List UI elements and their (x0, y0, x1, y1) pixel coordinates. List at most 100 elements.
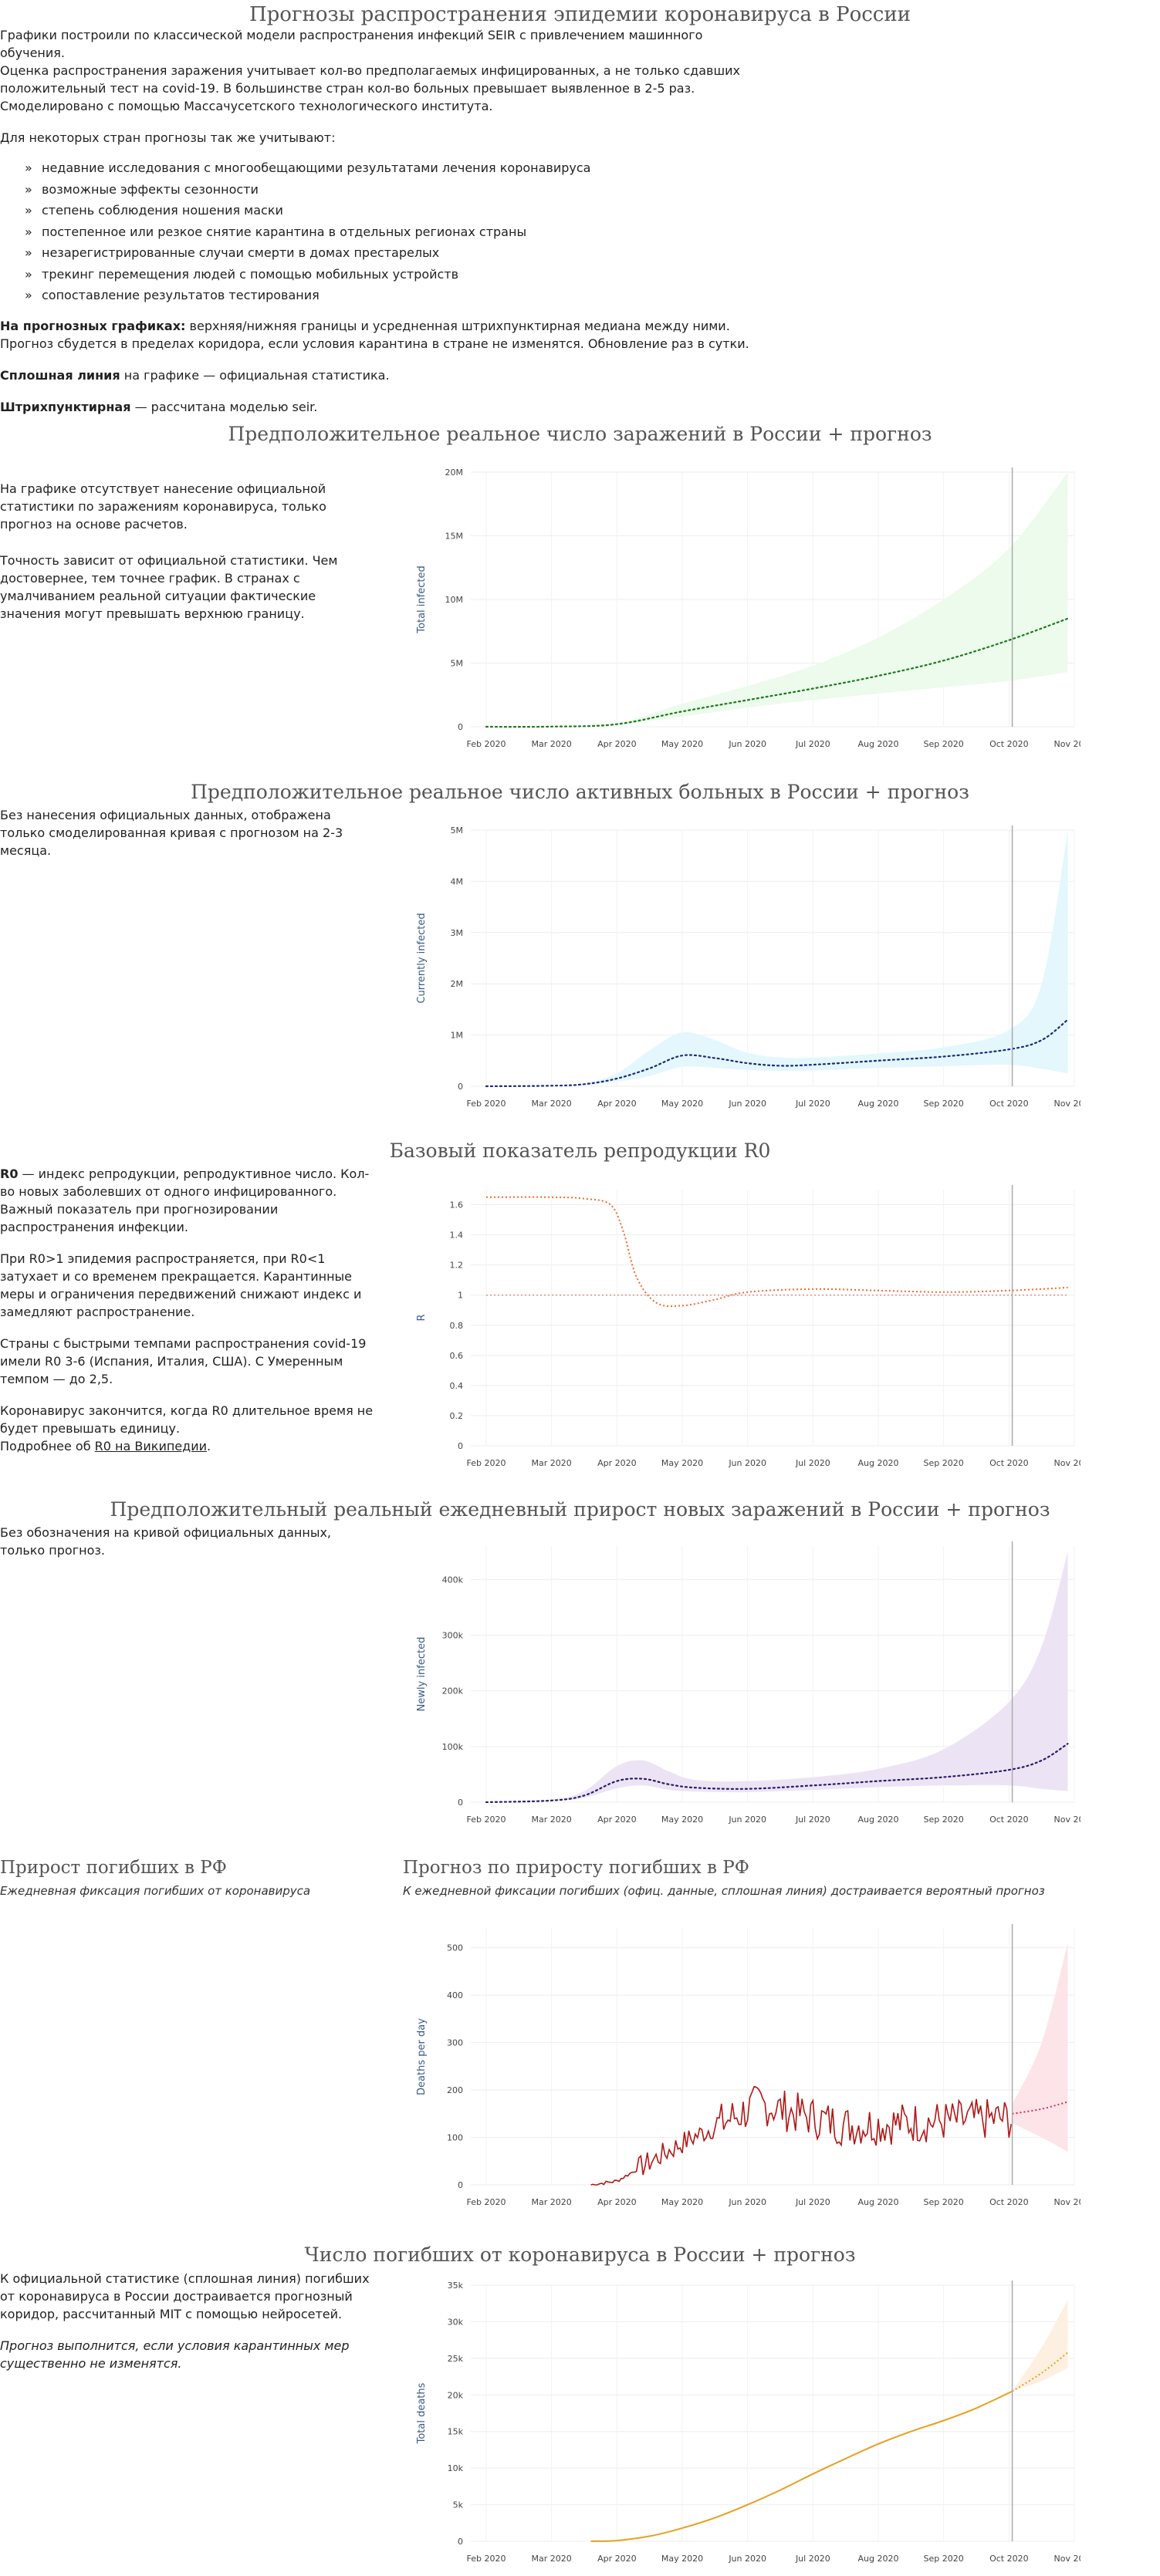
x-tick-label: Sep 2020 (924, 1815, 964, 1825)
section-title-total-deaths: Число погибших от коронавируса в России … (304, 2243, 856, 2266)
y-tick-label: 0 (458, 722, 463, 732)
intro-p1: Графики построили по классической модели… (0, 28, 703, 60)
x-tick-label: Feb 2020 (467, 1458, 506, 1468)
x-tick-label: Jul 2020 (795, 2197, 830, 2207)
x-tick-label: Apr 2020 (597, 2554, 637, 2564)
x-tick-label: Mar 2020 (532, 1458, 572, 1468)
infected-text-2: Точность зависит от официальной статисти… (0, 553, 338, 621)
x-tick-label: Nov 2020 (1054, 1815, 1081, 1825)
x-tick-label: Jun 2020 (728, 2197, 766, 2207)
r0-text-3: Страны с быстрыми темпами распространени… (0, 1336, 367, 1386)
y-tick-label: 5M (451, 825, 464, 836)
x-tick-label: Apr 2020 (597, 2197, 637, 2207)
x-tick-label: Mar 2020 (532, 1815, 572, 1825)
x-tick-label: May 2020 (661, 1458, 703, 1468)
x-tick-label: Feb 2020 (467, 739, 506, 749)
forecast-band (486, 1551, 1068, 1802)
y-axis-label: Total deaths (416, 2382, 428, 2444)
factor-item: недавние исследования с многообещающими … (25, 157, 764, 179)
r0-text-1: R0 — индекс репродукции, репродуктивное … (0, 1165, 378, 1236)
y-tick-label: 100 (447, 2133, 463, 2143)
total-deaths-text-2: Прогноз выполнится, если условия каранти… (0, 2338, 350, 2371)
y-tick-label: 20k (448, 2390, 464, 2400)
section-text-r0: R0 — индекс репродукции, репродуктивное … (0, 1165, 378, 1474)
chart-total-deaths[interactable]: 0 5k 10k 15k 20k 25k 30k 35k Feb 2020 Mar 2020 Apr… (409, 2274, 1081, 2569)
y-tick-label: 4M (451, 876, 464, 886)
y-tick-label: 10k (448, 2463, 464, 2473)
y-tick-label: 35k (448, 2281, 464, 2291)
y-tick-label: 100k (442, 1742, 464, 1752)
chart-newly-infected[interactable]: 0 100k 200k 300k 400k Feb 2020 Mar 2020 Apr 202… (409, 1535, 1081, 1830)
intro-p2: Оценка распространения заражения учитыва… (0, 63, 740, 113)
y-tick-label: 2M (451, 979, 464, 989)
y-tick-label: 200k (442, 1686, 464, 1697)
y-tick-label: 300 (447, 2038, 463, 2048)
x-tick-label: Aug 2020 (858, 1815, 899, 1825)
forecast-band (486, 472, 1068, 728)
factor-item: сопоставление результатов тестирования (25, 285, 764, 306)
x-tick-label: Jul 2020 (795, 1815, 830, 1825)
x-tick-label: Sep 2020 (924, 1099, 964, 1109)
y-tick-label: 0 (458, 1798, 463, 1808)
y-tick-label: 0.2 (450, 1411, 464, 1421)
y-tick-label: 500 (447, 1943, 463, 1953)
official-deaths-line (590, 2390, 1013, 2542)
y-tick-label: 0.8 (450, 1321, 464, 1331)
y-tick-label: 1.4 (450, 1231, 464, 1241)
intro-text-3: Для некоторых стран прогнозы так же учит… (0, 130, 336, 145)
x-tick-label: Feb 2020 (467, 1815, 506, 1825)
x-tick-label: May 2020 (661, 739, 703, 749)
chart-deaths-per-day[interactable]: 0 100 200 300 400 500 Feb 2020 Mar 2020 Apr 2020… (409, 1918, 1081, 2213)
section-text-active: Без нанесения официальных данных, отобра… (0, 806, 378, 878)
chart-r0[interactable]: 0 0.2 0.4 0.6 0.8 1 1.2 1.4 1.6 Feb 2020 Mar 2020 A… (409, 1179, 1081, 1474)
x-tick-label: Apr 2020 (597, 1815, 637, 1825)
x-tick-label: Feb 2020 (467, 2554, 506, 2564)
y-tick-label: 0.4 (450, 1381, 464, 1391)
factor-item: возможные эффекты сезонности (25, 179, 764, 201)
y-tick-label: 25k (448, 2354, 464, 2364)
y-axis-label: Deaths per day (416, 2018, 428, 2095)
y-tick-label: 5k (453, 2500, 464, 2510)
y-tick-label: 15k (448, 2427, 464, 2437)
section-text-infected: На графике отсутствует нанесение официал… (0, 480, 378, 641)
note-solid: Сплошная линия на графике — официальная … (0, 366, 764, 384)
note-solid-text: на графике — официальная статистика. (120, 367, 390, 383)
active-text-1: Без нанесения официальных данных, отобра… (0, 808, 343, 858)
daily-deaths-subtitle: Ежедневная фиксация погибших от коронави… (0, 1884, 311, 1898)
x-tick-label: Jul 2020 (795, 2554, 830, 2564)
y-tick-label: 1.6 (450, 1200, 464, 1210)
note-forecast-text: верхняя/нижняя границы и усредненная штр… (0, 318, 749, 351)
x-tick-label: Oct 2020 (989, 1458, 1029, 1468)
x-tick-label: Nov 2020 (1054, 1458, 1081, 1468)
factor-item: незарегистрированные случаи смерти в дом… (25, 242, 764, 264)
r0-wikipedia-link[interactable]: R0 на Википедии (94, 1439, 208, 1453)
x-tick-label: Feb 2020 (467, 1099, 506, 1109)
x-tick-label: Jun 2020 (728, 2554, 766, 2564)
chart-total-infected[interactable]: 0 5M 10M 15M 20M Feb 2020 Mar 2020 Apr 2020 May … (409, 461, 1081, 755)
x-tick-label: Mar 2020 (532, 2197, 572, 2207)
x-tick-label: Apr 2020 (597, 1099, 637, 1109)
chart-currently-infected[interactable]: 0 1M 2M 3M 4M 5M Feb 2020 Mar 2020 Apr 2020 May 2… (409, 819, 1081, 1114)
daily-deaths-forecast-title: Прогноз по приросту погибших в РФ (403, 1858, 749, 1878)
infected-text-1: На графике отсутствует нанесение официал… (0, 481, 326, 532)
x-tick-label: Oct 2020 (989, 1815, 1029, 1825)
x-tick-label: Sep 2020 (924, 2554, 964, 2564)
x-tick-label: Apr 2020 (597, 739, 637, 749)
y-tick-label: 400k (442, 1575, 464, 1585)
x-tick-label: Oct 2020 (989, 2197, 1029, 2207)
note-dashed: Штрихпунктирная — рассчитана моделью sei… (0, 398, 764, 416)
r0-text-5: Подробнее об (0, 1439, 95, 1453)
y-tick-label: 1M (451, 1031, 464, 1041)
forecast-band (1012, 1943, 1068, 2152)
y-axis-label: R (416, 1314, 428, 1321)
intro: Графики построили по классической модели… (0, 26, 764, 427)
x-tick-label: Nov 2020 (1054, 2554, 1081, 2564)
x-tick-label: Oct 2020 (989, 739, 1029, 749)
new-infected-text-1: Без обозначения на кривой официальных да… (0, 1525, 332, 1558)
forecast-median-line (1012, 2101, 1068, 2115)
factor-list: недавние исследования с многообещающими … (0, 157, 764, 306)
y-axis-label: Newly infected (416, 1637, 428, 1712)
x-tick-label: Oct 2020 (989, 2554, 1029, 2564)
median-line (485, 1018, 1069, 1088)
x-tick-label: Mar 2020 (532, 739, 572, 749)
